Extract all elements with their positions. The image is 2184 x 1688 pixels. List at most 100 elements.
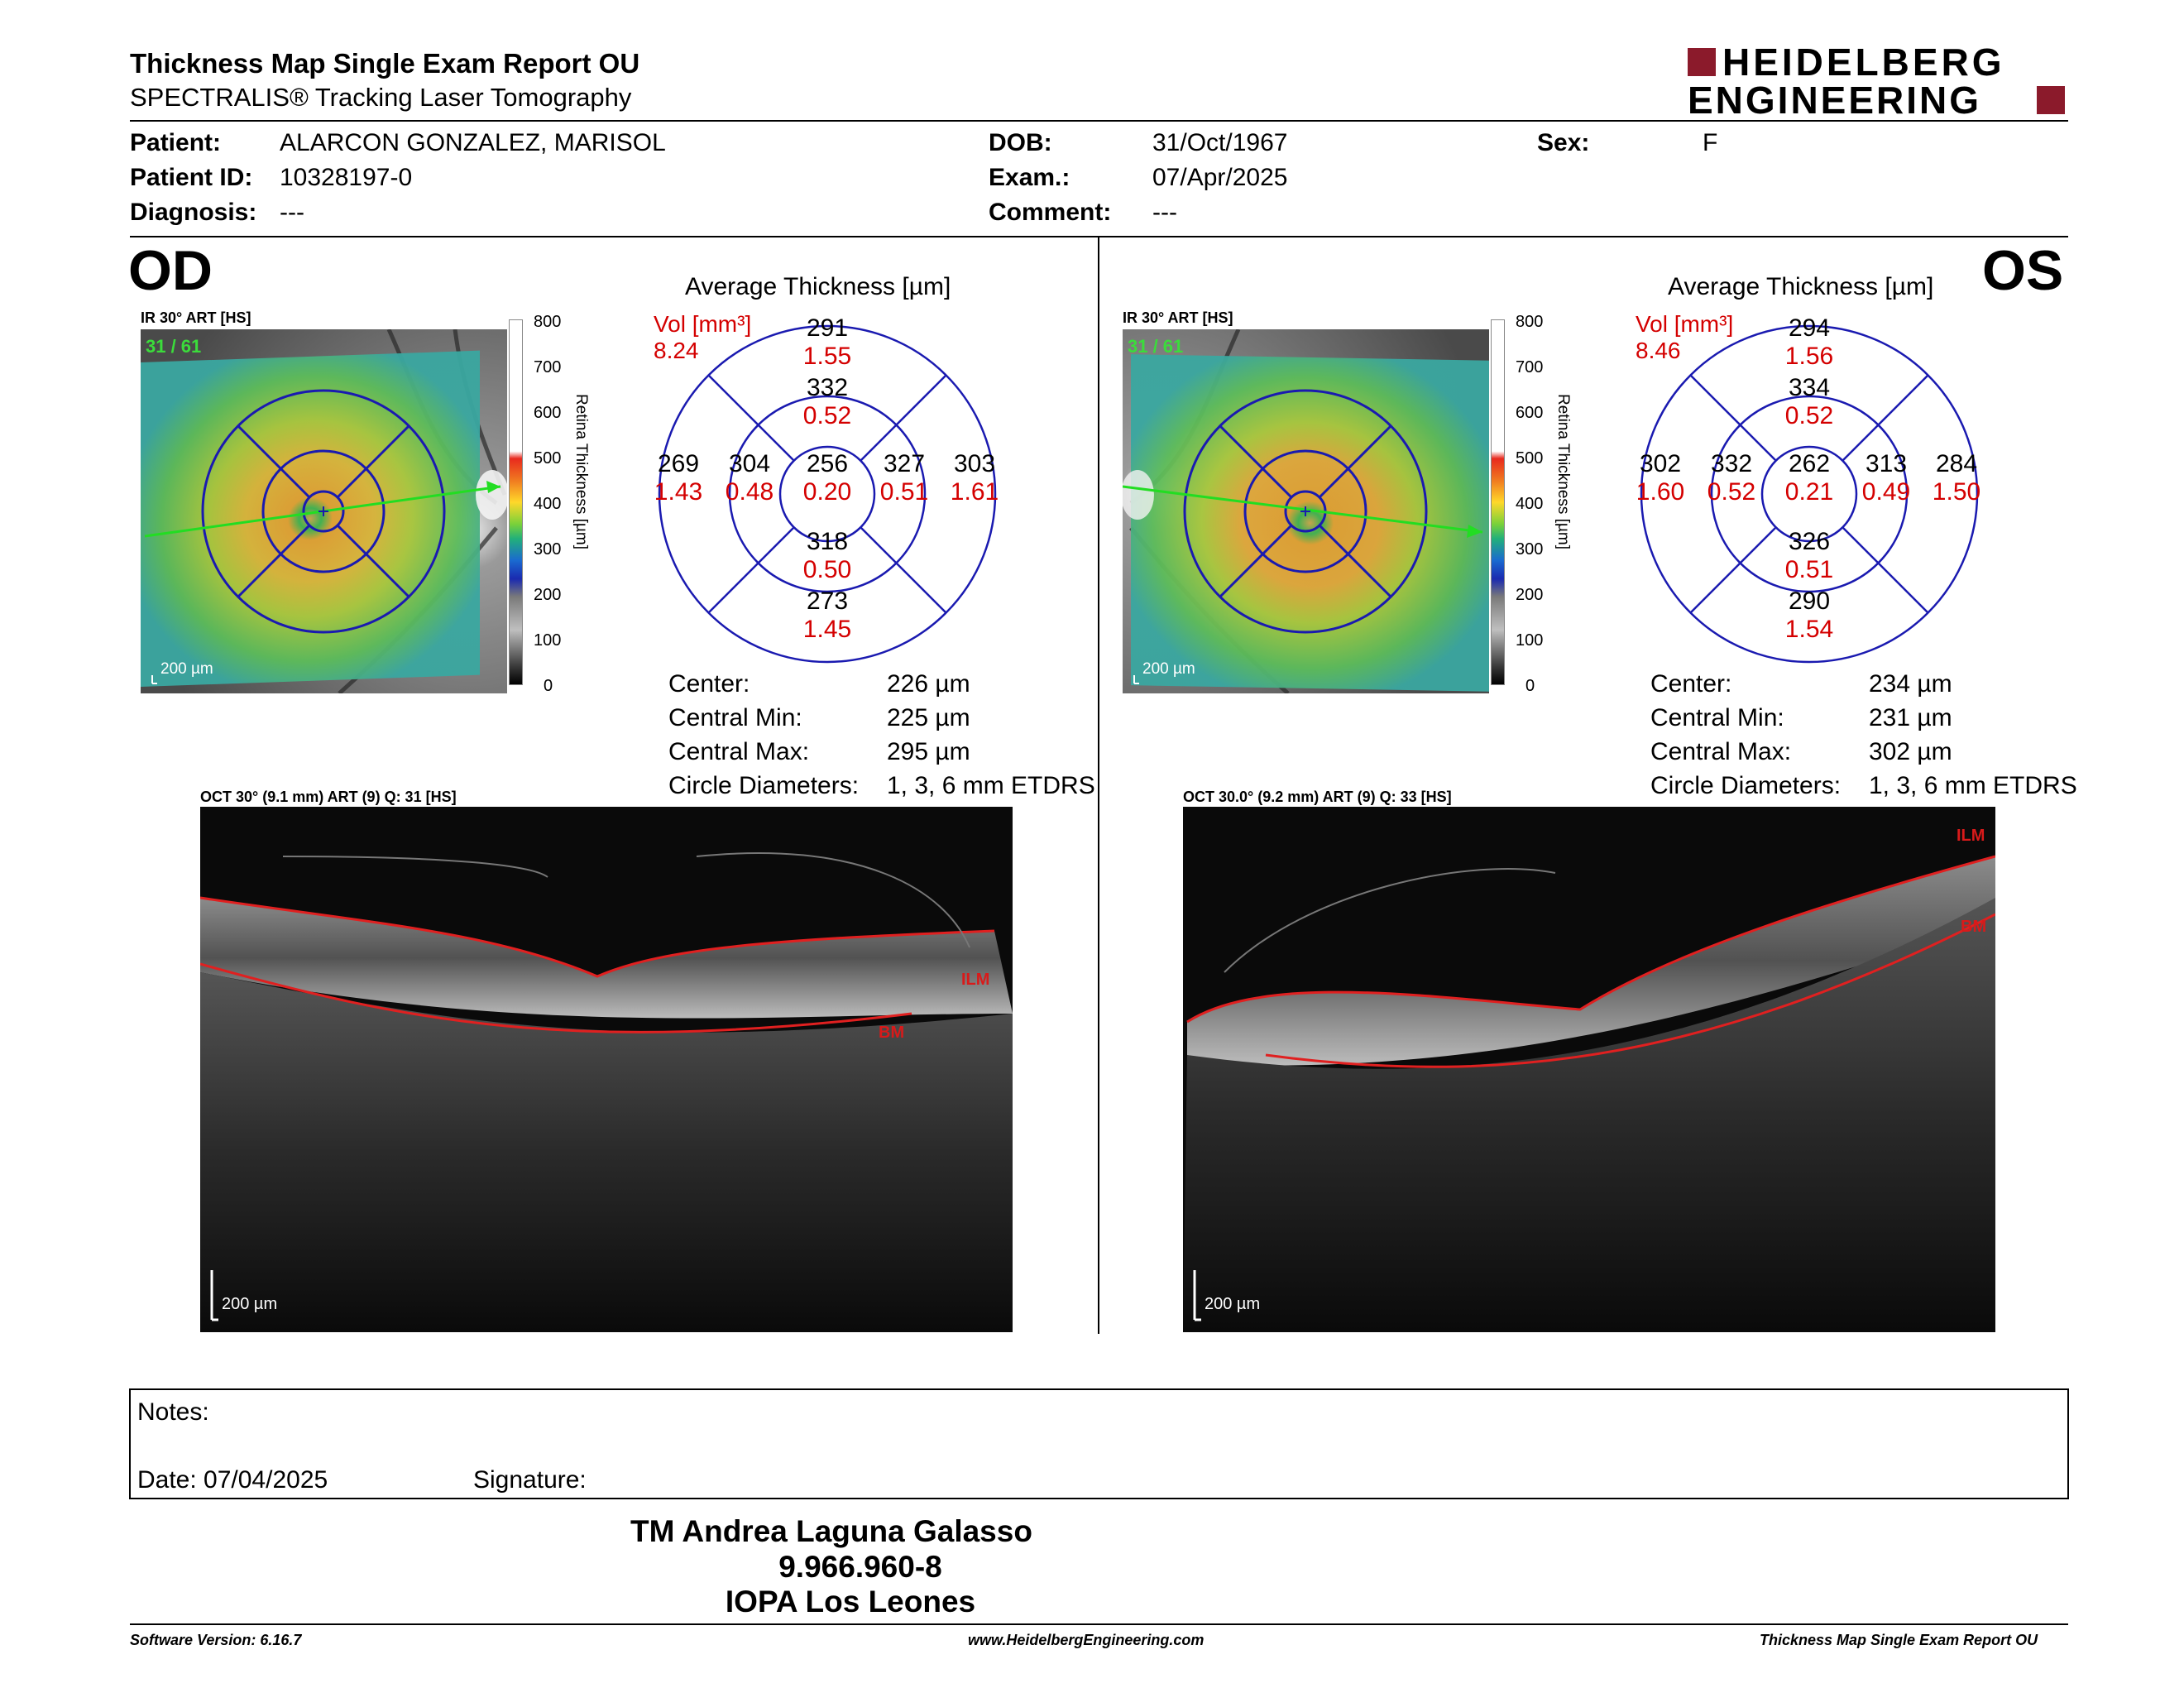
sex-label: Sex:	[1537, 129, 1590, 156]
od-outer-right-thickness: 303	[953, 450, 996, 477]
od-tick-300: 300	[534, 540, 562, 559]
od-oct-bscan: ILM BM 200 µm	[200, 807, 1013, 1332]
od-outer-left-volume: 1.43	[654, 478, 703, 506]
od-central-min-label: Central Min:	[668, 704, 802, 731]
od-tick-100: 100	[534, 631, 562, 650]
od-inner-bottom-thickness: 318	[806, 528, 849, 555]
od-tick-800: 800	[534, 313, 562, 331]
od-eye-label: OD	[128, 239, 213, 302]
od-inner-left-thickness: 304	[728, 450, 771, 477]
od-tick-600: 600	[534, 404, 562, 422]
os-outer-right-volume: 1.50	[1932, 478, 1981, 506]
os-oct-bscan: ILM BM 200 µm	[1183, 807, 1995, 1332]
diagnosis-value: ---	[280, 199, 304, 226]
os-central-min-value: 231 µm	[1869, 704, 1952, 731]
od-outer-top-thickness: 291	[806, 314, 849, 342]
od-tick-0: 0	[544, 677, 553, 695]
exam-label: Exam.:	[989, 164, 1070, 191]
od-outer-bottom-volume: 1.45	[802, 616, 852, 643]
os-central-max-value: 302 µm	[1869, 738, 1952, 765]
os-fundus-map: 31 / 61 200 µm	[1121, 328, 1489, 695]
od-ir-label: IR 30° ART [HS]	[141, 309, 251, 326]
os-scale-axis-label: Retina Thickness [µm]	[1554, 394, 1572, 549]
software-version: Software Version: 6.16.7	[130, 1632, 302, 1648]
od-inner-right-thickness: 327	[883, 450, 926, 477]
os-outer-left-volume: 1.60	[1636, 478, 1685, 506]
os-inner-left-thickness: 332	[1710, 450, 1753, 477]
od-central-max-value: 295 µm	[887, 738, 970, 765]
signer-org: IOPA Los Leones	[725, 1585, 976, 1618]
notes-box[interactable]: Notes: Date: 07/04/2025 Signature:	[129, 1388, 2069, 1499]
od-oct-label: OCT 30° (9.1 mm) ART (9) Q: 31 [HS]	[200, 789, 457, 805]
dob-value: 31/Oct/1967	[1152, 129, 1288, 156]
os-color-scale: 800 700 600 500 400 300 200 100 0 Retina…	[1489, 313, 1580, 700]
report-subtitle: SPECTRALIS® Tracking Laser Tomography	[130, 83, 632, 112]
os-ilm-label: ILM	[1956, 827, 1985, 845]
od-central-min-value: 225 µm	[887, 704, 970, 731]
os-tick-800: 800	[1516, 313, 1544, 331]
sex-value: F	[1703, 129, 1718, 156]
od-center-volume: 0.20	[802, 478, 852, 506]
os-inner-right-thickness: 313	[1865, 450, 1908, 477]
od-etdrs-grid: 291 1.55 332 0.52 269 1.43 304 0.48 256 …	[654, 314, 999, 664]
exam-value: 07/Apr/2025	[1152, 164, 1288, 191]
od-bm-label: BM	[879, 1024, 905, 1042]
os-inner-left-volume: 0.52	[1707, 478, 1756, 506]
os-center-label: Center:	[1650, 670, 1732, 698]
notes-date: Date: 07/04/2025	[137, 1466, 328, 1494]
od-outer-right-volume: 1.61	[950, 478, 999, 506]
os-inner-right-volume: 0.49	[1861, 478, 1911, 506]
os-ir-scalebar: 200 µm	[1142, 660, 1195, 678]
os-eye-label: OS	[1982, 239, 2064, 302]
od-ilm-label: ILM	[961, 971, 990, 989]
od-inner-left-volume: 0.48	[725, 478, 774, 506]
report-title: Thickness Map Single Exam Report OU	[130, 48, 640, 79]
os-outer-bottom-volume: 1.54	[1784, 616, 1834, 643]
os-vol-value: 8.46	[1636, 338, 1681, 363]
footer-report-title: Thickness Map Single Exam Report OU	[1760, 1632, 2038, 1648]
os-center-value: 234 µm	[1869, 670, 1952, 698]
comment-value: ---	[1152, 199, 1177, 226]
os-central-min-label: Central Min:	[1650, 704, 1784, 731]
od-scale-axis-label: Retina Thickness [µm]	[572, 394, 590, 549]
os-ir-count: 31 / 61	[1128, 336, 1184, 357]
od-tick-500: 500	[534, 449, 562, 468]
od-avg-title: Average Thickness [µm]	[685, 273, 951, 300]
os-outer-top-thickness: 294	[1788, 314, 1831, 342]
od-fundus-map: 31 / 61 200 µm	[141, 328, 509, 695]
os-vol-label: Vol [mm³]	[1636, 311, 1734, 337]
os-inner-top-thickness: 334	[1788, 374, 1831, 401]
logo-line1: HEIDELBERG	[1722, 41, 2005, 84]
patient-id: 10328197-0	[280, 164, 413, 191]
website-link[interactable]: www.HeidelbergEngineering.com	[968, 1632, 1205, 1648]
os-tick-100: 100	[1516, 631, 1544, 650]
od-tick-200: 200	[534, 586, 562, 604]
os-etdrs-grid: 294 1.56 334 0.52 302 1.60 332 0.52 262 …	[1636, 314, 1980, 664]
os-avg-title: Average Thickness [µm]	[1668, 273, 1934, 300]
od-outer-top-volume: 1.55	[802, 343, 852, 370]
os-inner-top-volume: 0.52	[1784, 402, 1834, 429]
patient-divider	[130, 236, 2068, 237]
os-oct-scalebar: 200 µm	[1205, 1295, 1261, 1313]
notes-label: Notes:	[137, 1398, 209, 1426]
od-ir-scalebar: 200 µm	[160, 660, 213, 678]
od-inner-bottom-volume: 0.50	[802, 556, 852, 583]
os-tick-700: 700	[1516, 358, 1544, 376]
od-circle-diam-value: 1, 3, 6 mm ETDRS	[887, 772, 1095, 799]
header-divider	[130, 120, 2068, 122]
od-center-label: Center:	[668, 670, 750, 698]
od-oct-scalebar: 200 µm	[222, 1295, 278, 1313]
heidelberg-logo: HEIDELBERG ENGINEERING	[1688, 43, 2068, 119]
os-ir-label: IR 30° ART [HS]	[1123, 309, 1233, 326]
os-inner-bottom-volume: 0.51	[1784, 556, 1834, 583]
os-tick-0: 0	[1525, 677, 1535, 695]
od-tick-400: 400	[534, 495, 562, 513]
os-outer-bottom-thickness: 290	[1788, 587, 1831, 615]
patient-id-label: Patient ID:	[130, 164, 253, 191]
os-tick-200: 200	[1516, 586, 1544, 604]
footer-divider	[130, 1623, 2068, 1625]
eye-divider	[1098, 237, 1099, 1334]
signer-id: 9.966.960-8	[778, 1550, 942, 1584]
od-color-scale: 800 700 600 500 400 300 200 100 0 Retina…	[507, 313, 598, 700]
od-outer-left-thickness: 269	[657, 450, 700, 477]
